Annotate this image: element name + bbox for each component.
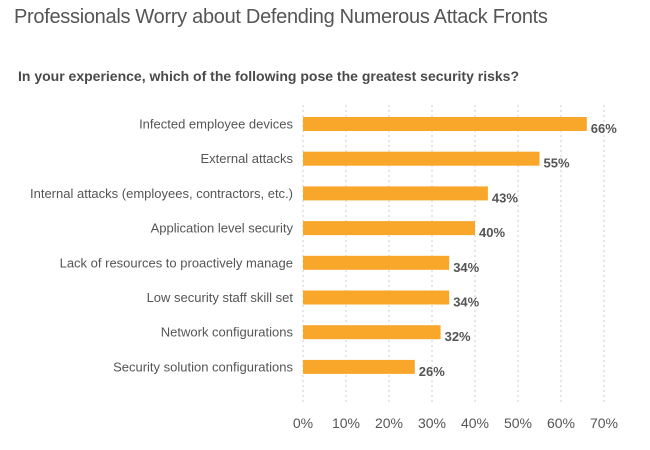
chart-title: Professionals Worry about Defending Nume… — [14, 6, 548, 28]
bar-2 — [303, 186, 488, 201]
bar-5 — [303, 290, 450, 305]
bar-6 — [303, 325, 441, 340]
x-tick-label-20: 20% — [375, 415, 403, 431]
grid-lines — [302, 105, 605, 402]
bar-0 — [303, 117, 587, 131]
category-label-3: Application level security — [151, 221, 294, 236]
chart-subtitle: In your experience, which of the followi… — [18, 68, 520, 84]
category-label-5: Low security staff skill set — [147, 290, 294, 305]
category-label-2: Internal attacks (employees, contractors… — [30, 186, 293, 201]
category-label-7: Security solution configurations — [113, 359, 293, 374]
x-tick-label-30: 30% — [418, 415, 446, 431]
labels: 0% 10% 20% 30% 40% 50% 60% 70% Infected employee… — [30, 117, 618, 432]
x-tick-label-70: 70% — [590, 415, 618, 431]
value-label-3: 40% — [479, 225, 505, 240]
value-label-6: 32% — [445, 329, 471, 344]
x-tick-label-10: 10% — [332, 415, 360, 431]
value-label-2: 43% — [492, 190, 518, 205]
category-label-6: Network configurations — [161, 325, 294, 340]
value-label-4: 34% — [453, 260, 479, 275]
bar-7 — [303, 359, 415, 374]
value-label-1: 55% — [544, 156, 570, 171]
value-label-5: 34% — [453, 295, 479, 310]
x-tick-label-50: 50% — [504, 415, 532, 431]
bars — [303, 117, 587, 374]
category-label-1: External attacks — [201, 151, 294, 166]
value-label-7: 26% — [419, 364, 445, 379]
bar-1 — [303, 151, 540, 166]
category-label-0: Infected employee devices — [139, 117, 293, 132]
bar-3 — [303, 221, 475, 236]
category-label-4: Lack of resources to proactively manage — [60, 255, 293, 270]
x-tick-label-60: 60% — [547, 415, 575, 431]
value-label-0: 66% — [591, 121, 617, 136]
x-tick-label-0: 0% — [293, 415, 313, 431]
bar-4 — [303, 255, 450, 270]
x-tick-label-40: 40% — [461, 415, 489, 431]
